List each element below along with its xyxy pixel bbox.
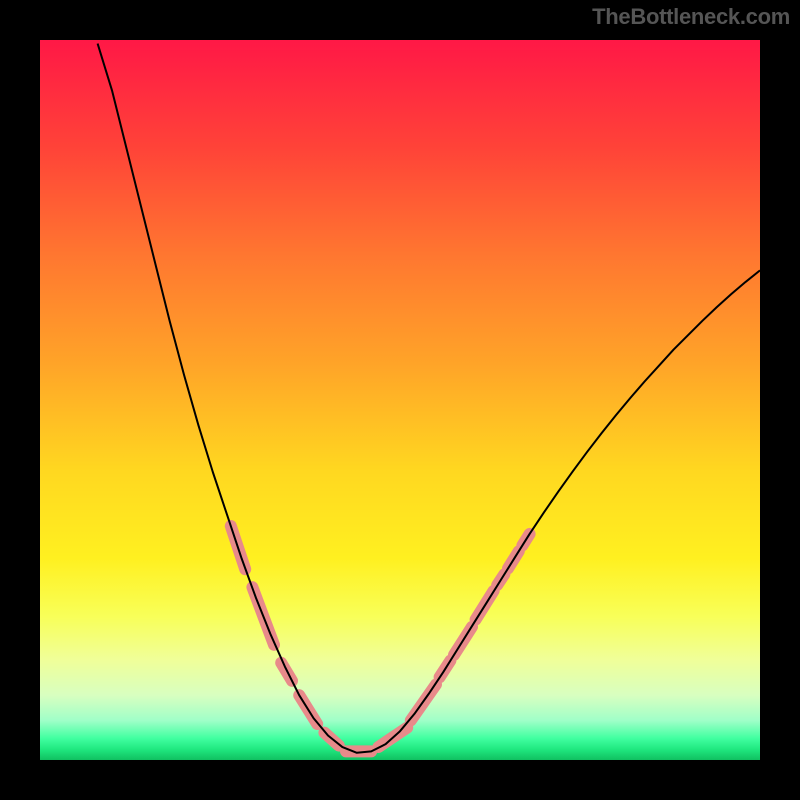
watermark-text: TheBottleneck.com — [592, 4, 790, 30]
chart-root: TheBottleneck.com — [0, 0, 800, 800]
gradient-background — [40, 40, 760, 760]
plot-area — [40, 40, 760, 760]
chart-svg — [40, 40, 760, 760]
